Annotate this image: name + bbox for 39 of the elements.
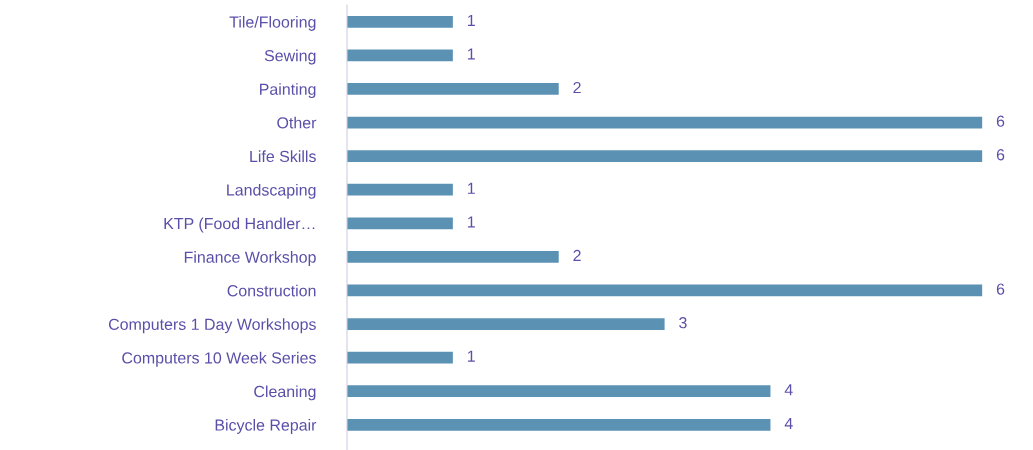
data-label: 1 [467, 182, 475, 194]
bar [347, 150, 983, 163]
y-tick-label: Tile/Flooring [229, 16, 316, 31]
bar [347, 15, 453, 28]
bar [347, 116, 983, 129]
bar [347, 284, 983, 297]
data-label: 2 [573, 249, 581, 262]
data-label: 6 [996, 149, 1005, 161]
bar [347, 418, 771, 431]
y-tick-label: Painting [260, 83, 316, 99]
y-tick-label: Finance Workshop [184, 251, 316, 266]
y-tick-label: Sewing [264, 49, 316, 65]
bar [347, 217, 453, 230]
bar [347, 351, 453, 364]
y-tick-label: Cleaning [254, 385, 316, 401]
data-label: 1 [467, 216, 475, 228]
bar [347, 83, 559, 95]
data-label: 3 [679, 317, 687, 329]
data-label: 4 [784, 417, 793, 429]
data-label: 1 [467, 48, 475, 60]
data-label: 1 [467, 14, 475, 26]
y-tick-label: Other [277, 116, 317, 129]
y-tick-label: Construction [227, 284, 316, 297]
y-tick-label: KTP (Food Handler… [164, 217, 315, 233]
bar [347, 49, 453, 62]
data-label: 4 [784, 384, 793, 396]
data-label: 6 [996, 115, 1005, 127]
bar [347, 318, 665, 330]
y-tick-label: Life Skills [250, 150, 316, 163]
y-tick-label: Bicycle Repair [215, 419, 317, 434]
data-label: 2 [573, 81, 581, 94]
bar [347, 251, 559, 263]
y-tick-label: Computers 10 Week Series [122, 351, 316, 367]
y-tick-label: Computers 1 Day Workshops [108, 318, 316, 334]
y-tick-label: Landscaping [227, 183, 316, 199]
bar [347, 385, 771, 398]
bar [347, 183, 453, 196]
data-label: 6 [996, 283, 1005, 295]
data-label: 1 [467, 350, 475, 362]
